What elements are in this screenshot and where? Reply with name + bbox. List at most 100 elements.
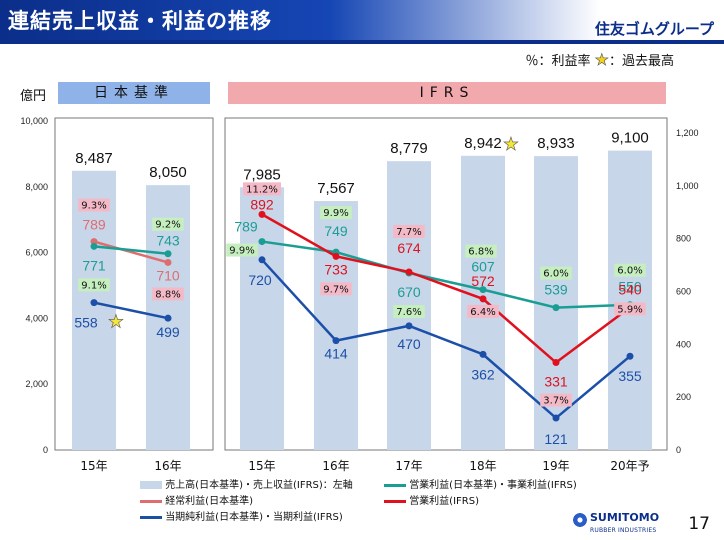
operating-jp-pct-label: 9.1% [81,280,106,291]
ordinary-pct-label: 9.3% [81,201,106,212]
business-pct-label: 9.9% [323,208,348,219]
category-tick-label: 18年 [469,459,496,473]
legend-swatch-net [140,515,162,519]
left-axis-tick: 2,000 [25,379,48,389]
operating-ifrs-pct-label-box [393,224,425,238]
legend-op-jp: 営業利益(日本基準)・事業利益(IFRS) [384,476,577,491]
business-pct-label-box [540,266,572,280]
right-axis-tick: 800 [676,234,691,244]
operating-jp-value-label: 771 [82,257,106,273]
panel-ifrs [224,117,668,451]
category-tick-label: 15年 [80,459,107,473]
sales-value-label: 9,100 [611,130,649,147]
rate-note: ％：利益率 ★：過去最高 [525,50,674,70]
business-pct-label: 6.0% [617,266,642,277]
operating-ifrs-pct-label: 11.2% [246,184,278,195]
business-value-label: 607 [471,259,495,275]
legend-sales: 売上高(日本基準)・売上収益(IFRS)：左軸 [140,476,353,491]
sales-value-label: 8,933 [537,135,575,152]
ordinary-line [93,240,169,264]
business-point [258,238,266,246]
net-ifrs-value-label: 414 [324,346,348,362]
sales-value-label: 8,779 [390,140,428,157]
operating-ifrs-value-label: 892 [250,196,274,212]
business-pct-label-box [393,305,425,319]
operating-ifrs-value-label: 331 [544,374,568,390]
business-pct-label-box [465,244,497,258]
operating-jp-point [90,242,98,250]
operating-ifrs-pct-label-box [467,304,499,318]
sales-bar [608,150,652,451]
ordinary-point [164,258,172,266]
net-ifrs-value-label: 121 [544,431,568,447]
operating-ifrs-line [261,213,631,365]
legend-swatch-sales [140,481,162,489]
title-divider [0,40,724,44]
company-logo: SUMITOMO RUBBER INDUSTRIES [590,512,659,536]
left-axis-tick: 4,000 [25,313,48,323]
net-ifrs-value-label: 470 [397,336,421,352]
operating-jp-value-label: 743 [156,233,180,249]
left-axis-tick: 0 [43,445,48,455]
sales-value-label: 8,942 [464,135,502,152]
brand-name: 住友ゴムグループ [594,20,714,38]
operating-jp-pct-label: 9.2% [155,220,180,231]
business-pct-label: 9.9% [229,246,254,257]
category-tick-label: 19年 [542,459,569,473]
operating-ifrs-point [552,359,560,367]
sales-bar [240,187,284,450]
legend-swatch-op-ifrs [384,499,406,503]
record-star-icon: ★ [594,50,609,70]
net-jp-line [93,301,169,320]
record-star-icon: ★ [503,134,519,155]
business-pct-label-box [320,206,352,220]
net-ifrs-point [258,256,266,264]
sales-value-label: 8,487 [75,150,113,167]
category-tick-label: 17年 [395,459,422,473]
legend-net: 当期純利益(日本基準)・当期利益(IFRS) [140,508,343,523]
record-note-text: ：過去最高 [608,54,674,69]
operating-ifrs-point [479,295,487,303]
page-title: 連結売上収益・利益の推移 [8,9,272,33]
right-axis-tick: 0 [676,445,681,455]
right-axis-tick: 600 [676,287,691,297]
operating-ifrs-pct-label: 9.7% [323,284,348,295]
operating-ifrs-pct-label-box [614,302,646,316]
record-star-icon: ★ [108,312,124,333]
business-pct-label-box [614,263,646,277]
business-pct-label: 6.8% [468,247,493,258]
business-value-label: 550 [618,279,642,295]
net-ifrs-value-label: 720 [248,272,272,288]
operating-ifrs-value-label: 733 [324,261,348,277]
business-point [552,304,560,312]
legend-op-jp-label: 営業利益(日本基準)・事業利益(IFRS) [409,480,577,491]
operating-ifrs-value-label: 540 [618,281,642,297]
ordinary-pct-label: 8.8% [155,289,180,300]
operating-ifrs-pct-label-box [540,393,572,407]
operating-jp-line [93,245,169,255]
net-jp-value-label: 558 [74,315,98,331]
operating-ifrs-value-label: 572 [471,273,495,289]
business-point [479,286,487,294]
net-ifrs-point [405,322,413,330]
title-background [0,0,600,40]
left-axis-tick: 10,000 [20,116,48,126]
operating-ifrs-pct-label: 3.7% [543,396,568,407]
sales-value-label: 7,567 [317,180,355,197]
net-jp-point [90,299,98,307]
net-ifrs-value-label: 355 [618,368,642,384]
business-pct-label: 7.6% [396,307,421,318]
business-value-label: 749 [324,223,348,239]
legend-sales-label: 売上高(日本基準)・売上収益(IFRS)：左軸 [165,480,353,491]
net-ifrs-point [552,414,560,422]
business-value-label: 539 [544,282,568,298]
category-tick-label: 16年 [322,459,349,473]
operating-ifrs-point [258,210,266,218]
legend-swatch-op-jp [384,483,406,487]
page-number: 17 [688,514,710,534]
rate-note-text: ％：利益率 [525,54,591,69]
ordinary-pct-label-box [78,198,110,212]
operating-ifrs-pct-label-box [320,282,352,296]
right-axis-tick: 400 [676,339,691,349]
